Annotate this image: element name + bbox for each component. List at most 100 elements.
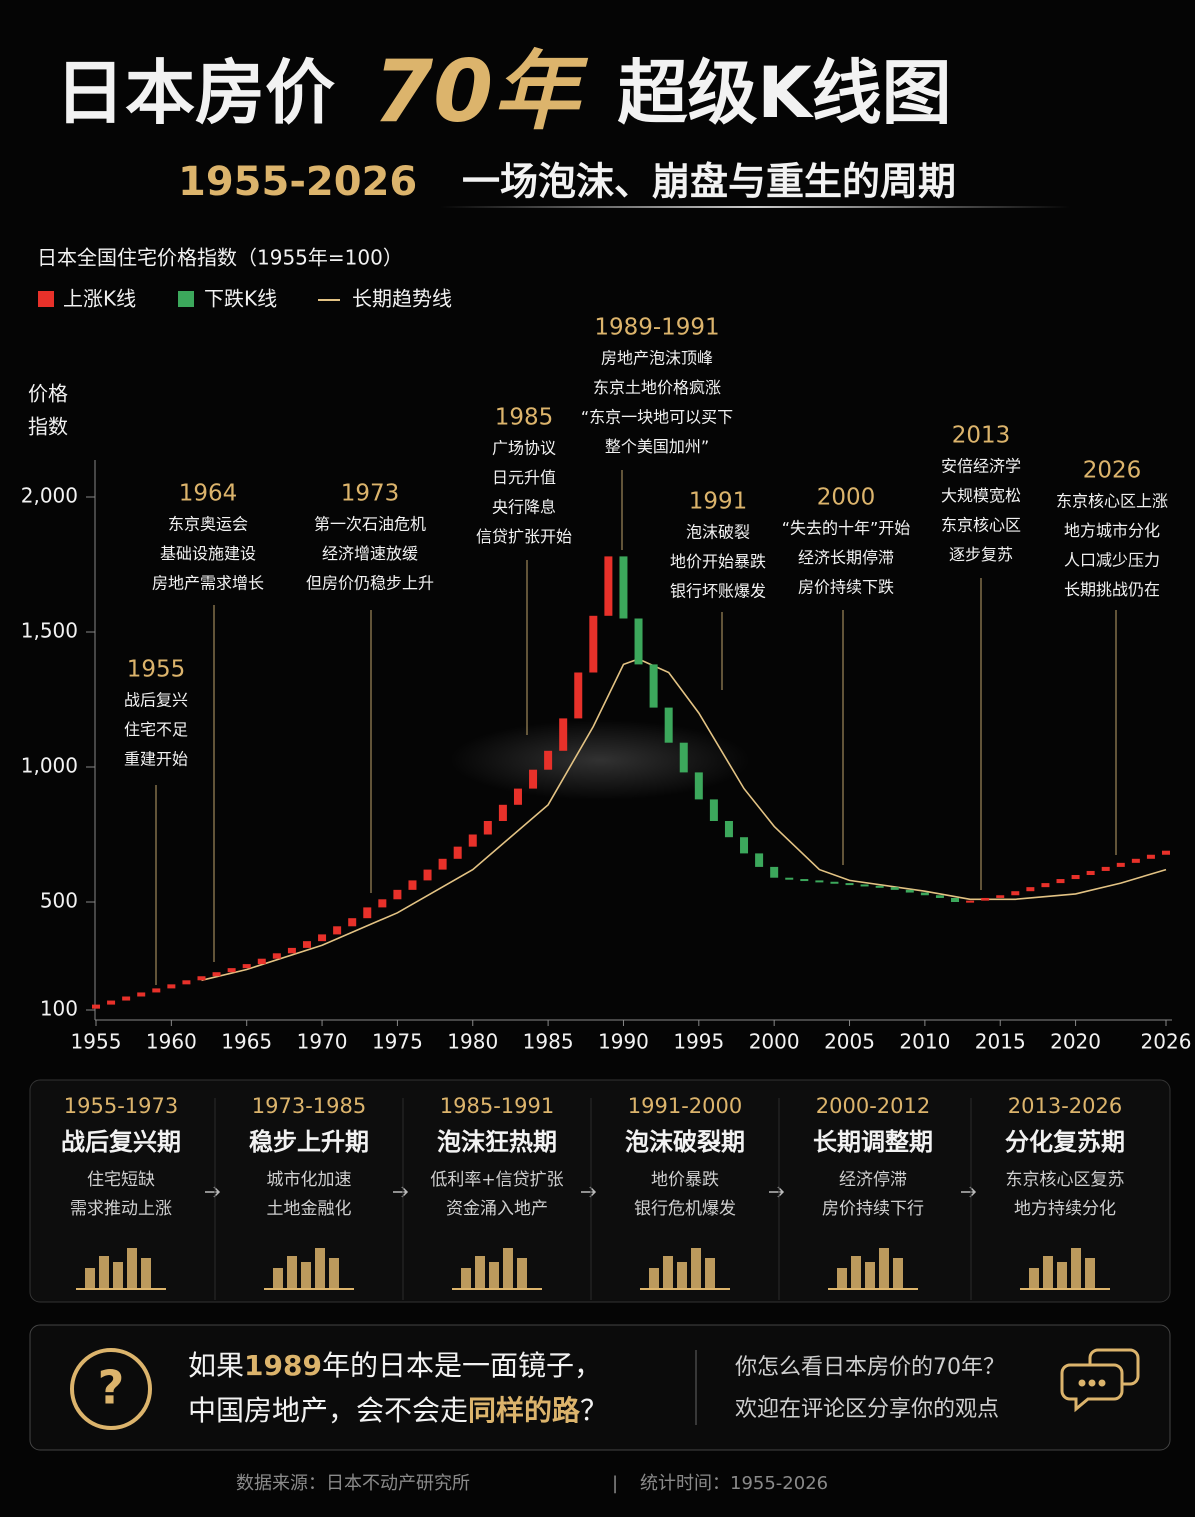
icon-shape (461, 1268, 471, 1288)
stage-text: 经济停滞 (839, 1170, 907, 1190)
candle (589, 615, 598, 673)
candle (785, 877, 794, 880)
candle (951, 897, 960, 902)
annotation-text: 长期挑战仍在 (1064, 580, 1160, 599)
chart-title: 日本全国住宅价格指数（1955年=100） (37, 246, 403, 270)
stage-title: 泡沫破裂期 (625, 1128, 745, 1156)
x-tick-label: 2010 (899, 1030, 950, 1054)
candle (815, 880, 824, 883)
candle (664, 707, 673, 743)
candle (483, 821, 492, 835)
candle (966, 900, 975, 903)
candle (996, 895, 1005, 898)
stage-period: 1973-1985 (252, 1094, 366, 1118)
chart: 100 500 1,000 1,500 2,000 1955 1960 1965 1970 197… (21, 315, 1192, 1054)
candle (227, 968, 236, 973)
annotation-text: 房价持续下跌 (798, 578, 894, 597)
candle (1101, 866, 1110, 871)
icon-shape (1071, 1248, 1081, 1288)
candle (152, 988, 161, 993)
annotation-text: 整个美国加州” (605, 437, 709, 456)
candle (393, 889, 402, 900)
annotation-text: 住宅不足 (124, 720, 188, 739)
y-tick-label: 500 (40, 889, 78, 913)
y-tick-label: 1,000 (21, 754, 78, 778)
candle (1011, 891, 1020, 896)
annotation-year: 2000 (817, 485, 876, 511)
stage-text: 城市化加速 (267, 1170, 352, 1190)
candle (137, 992, 146, 997)
candle (513, 788, 522, 805)
candle (1041, 883, 1050, 888)
chat-icon (1060, 1348, 1140, 1413)
icon-shape (663, 1256, 673, 1288)
question-line: 中国房地产，会不会走同样的路？ (188, 1394, 608, 1427)
candle (830, 881, 839, 884)
trend-line (201, 658, 1167, 982)
question-panel (29, 1324, 1171, 1451)
stage-text: 资金涌入地产 (446, 1199, 548, 1219)
annotation-text: 地方城市分化 (1064, 521, 1160, 540)
stage-text: 房价持续下行 (822, 1199, 924, 1219)
stages-panel (29, 1079, 1171, 1303)
annotation-text: 安倍经济学 (941, 457, 1021, 476)
candle (182, 980, 191, 985)
annotation-text: “东京一块地可以买下 (581, 408, 733, 427)
annotation-text: 大规模宽松 (941, 486, 1021, 505)
candle (287, 947, 296, 954)
candle (348, 918, 357, 927)
candle (905, 889, 914, 893)
candle (122, 996, 131, 1001)
y-tick-label: 2,000 (21, 484, 78, 508)
annotation-year: 1955 (127, 657, 186, 683)
annotation-text: 地价开始暴跌 (670, 552, 766, 571)
legend-label: 长期趋势线 (352, 287, 452, 311)
question-text: ？ (580, 1394, 608, 1427)
annotation-year: 1964 (179, 481, 238, 507)
candle (920, 892, 929, 896)
candle (574, 672, 583, 719)
title-highlight: 70年 (373, 42, 589, 142)
stage-text: 地方持续分化 (1014, 1199, 1116, 1219)
icon-shape (113, 1262, 123, 1288)
candle (257, 958, 266, 965)
annotation-text: 东京核心区上涨 (1056, 492, 1168, 511)
annotation-text: 东京奥运会 (168, 515, 248, 534)
x-tick-label: 1965 (221, 1030, 272, 1054)
candle (438, 858, 447, 870)
annotation-text: 经济增速放缓 (322, 544, 418, 563)
x-tick-label: 1995 (673, 1030, 724, 1054)
annotation-text: 第一次石油危机 (314, 515, 426, 534)
candle (634, 618, 643, 665)
stage-arrow (581, 1186, 597, 1198)
annotation-text: 重建开始 (124, 750, 188, 769)
stage-icon (837, 1248, 903, 1288)
annotation-text: 战后复兴 (124, 691, 188, 710)
candle (709, 799, 718, 821)
icon-shape (273, 1268, 283, 1288)
icon-shape (503, 1248, 513, 1288)
icon-shape (329, 1258, 339, 1288)
y-axis-label: 价格 (28, 382, 68, 406)
candle (619, 556, 628, 619)
stage-period: 1985-1991 (440, 1094, 554, 1118)
stage-title: 泡沫狂热期 (437, 1128, 557, 1156)
candle (92, 1004, 100, 1009)
icon-shape (893, 1258, 903, 1288)
subtitle-years: 1955-2026 (178, 159, 417, 205)
subtitle: 一场泡沫、崩盘与重生的周期 (462, 160, 956, 204)
candle (981, 897, 990, 901)
annotation-text: 但房价仍稳步上升 (306, 574, 434, 593)
icon-shape (1085, 1258, 1095, 1288)
stage-icon (649, 1248, 715, 1288)
candle (408, 880, 417, 890)
candle (272, 953, 281, 959)
icon-shape (1029, 1268, 1039, 1288)
annotation-text: 基础设施建设 (160, 544, 256, 563)
annotation-text: “失去的十年”开始 (782, 519, 911, 538)
x-tick-label: 2026 (1141, 1030, 1192, 1054)
candle (604, 556, 613, 616)
question-line: 如果1989年的日本是一面镜子， (188, 1349, 602, 1382)
title-part: 超级K线图 (617, 52, 951, 134)
candle (679, 742, 688, 773)
